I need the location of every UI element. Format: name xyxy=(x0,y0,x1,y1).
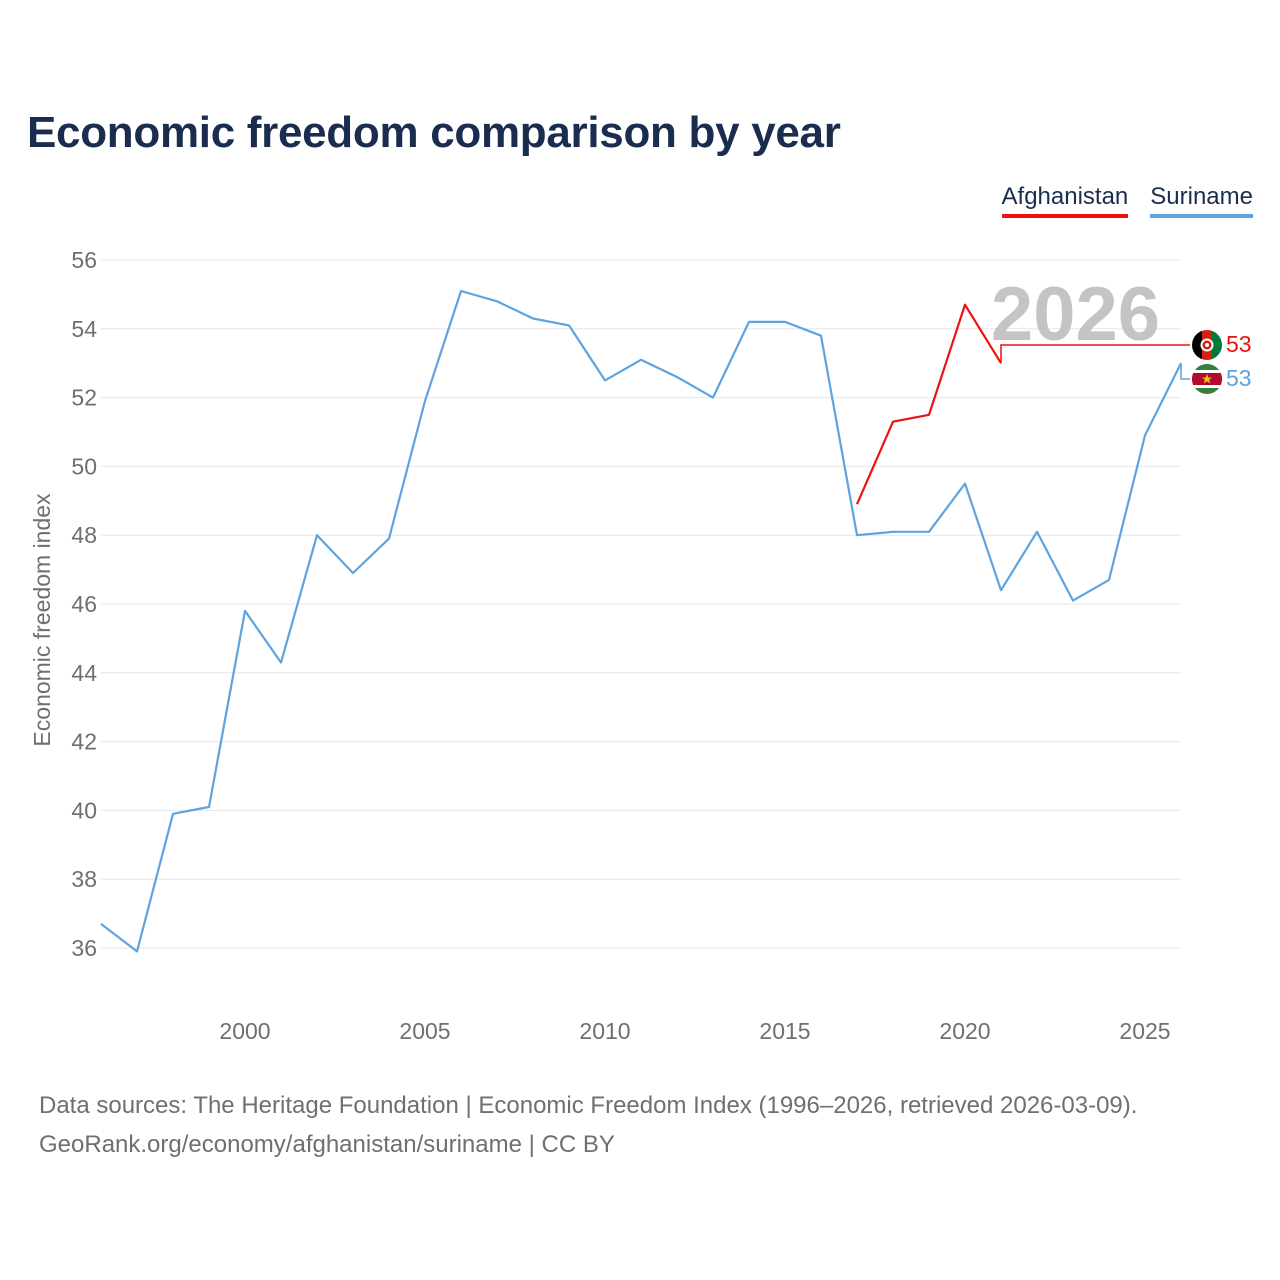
data-point-suriname-2003[interactable] xyxy=(349,569,357,577)
afghanistan-flag-icon xyxy=(1192,330,1222,360)
grid-layer xyxy=(101,259,1181,949)
series-line-suriname[interactable] xyxy=(100,289,1182,953)
afghanistan-leader-line xyxy=(1000,344,1190,364)
data-point-suriname-2016[interactable] xyxy=(817,332,825,340)
y-tick-labels: 36 38 40 42 44 46 48 50 52 54 56 xyxy=(71,247,97,961)
suriname-end-label: 53 xyxy=(1226,365,1252,391)
data-point-afghanistan-2017[interactable] xyxy=(853,500,861,508)
data-point-suriname-2014[interactable] xyxy=(745,318,753,326)
data-point-suriname-2001[interactable] xyxy=(277,658,285,666)
data-point-suriname-2006[interactable] xyxy=(457,287,465,295)
series-layer xyxy=(97,287,1182,955)
data-point-suriname-2024[interactable] xyxy=(1105,576,1113,584)
legend: Afghanistan Suriname xyxy=(1001,183,1253,218)
data-point-suriname-2009[interactable] xyxy=(565,321,573,329)
data-point-suriname-2020[interactable] xyxy=(961,480,969,488)
data-point-suriname-1997[interactable] xyxy=(133,947,141,955)
y-tick-label-52: 52 xyxy=(71,385,97,411)
footer-sources: Data sources: The Heritage Foundation | … xyxy=(39,1092,1138,1119)
data-point-suriname-2012[interactable] xyxy=(673,373,681,381)
x-tick-label-2010: 2010 xyxy=(579,1018,630,1044)
data-point-suriname-1998[interactable] xyxy=(169,810,177,818)
y-tick-label-36: 36 xyxy=(71,935,97,961)
y-tick-label-48: 48 xyxy=(71,522,97,548)
data-point-afghanistan-2018[interactable] xyxy=(889,418,897,426)
footer: Data sources: The Heritage Foundation | … xyxy=(39,1086,1137,1164)
data-point-suriname-2008[interactable] xyxy=(529,314,537,322)
y-tick-label-56: 56 xyxy=(71,247,97,273)
x-tick-label-2025: 2025 xyxy=(1119,1018,1170,1044)
data-point-suriname-2015[interactable] xyxy=(781,318,789,326)
data-point-suriname-2018[interactable] xyxy=(889,528,897,536)
chart-title: Economic freedom comparison by year xyxy=(27,108,841,157)
data-point-suriname-2010[interactable] xyxy=(601,376,609,384)
suriname-leader-line xyxy=(1180,363,1190,380)
y-tick-label-44: 44 xyxy=(71,660,97,686)
y-tick-label-38: 38 xyxy=(71,866,97,892)
data-point-suriname-2023[interactable] xyxy=(1069,597,1077,605)
data-point-suriname-2025[interactable] xyxy=(1141,431,1149,439)
suriname-flag-icon xyxy=(1192,364,1222,394)
y-tick-label-40: 40 xyxy=(71,797,97,823)
data-point-suriname-2022[interactable] xyxy=(1033,528,1041,536)
data-point-suriname-2019[interactable] xyxy=(925,528,933,536)
data-point-suriname-2004[interactable] xyxy=(385,535,393,543)
data-point-suriname-2021[interactable] xyxy=(997,586,1005,594)
data-point-suriname-2017[interactable] xyxy=(853,531,861,539)
y-tick-label-42: 42 xyxy=(71,729,97,755)
x-tick-labels: 2000 2005 2010 2015 2020 2025 xyxy=(219,1018,1170,1044)
data-point-suriname-2002[interactable] xyxy=(313,531,321,539)
series-line-afghanistan[interactable] xyxy=(855,303,1002,505)
x-tick-label-2000: 2000 xyxy=(219,1018,270,1044)
data-point-suriname-2005[interactable] xyxy=(421,397,429,405)
y-tick-label-50: 50 xyxy=(71,453,97,479)
data-point-afghanistan-2020[interactable] xyxy=(961,301,969,309)
data-point-suriname-2000[interactable] xyxy=(241,607,249,615)
x-tick-label-2015: 2015 xyxy=(759,1018,810,1044)
end-labels: 53 53 xyxy=(1000,330,1252,394)
data-point-suriname-2013[interactable] xyxy=(709,394,717,402)
y-axis-label: Economic freedom index xyxy=(29,493,55,747)
legend-item-afghanistan[interactable]: Afghanistan xyxy=(1001,183,1129,218)
data-point-afghanistan-2019[interactable] xyxy=(925,411,933,419)
year-watermark: 2026 xyxy=(991,272,1160,357)
y-tick-label-54: 54 xyxy=(71,316,97,342)
afghanistan-end-label: 53 xyxy=(1226,331,1252,357)
legend-item-suriname[interactable]: Suriname xyxy=(1150,183,1253,218)
data-point-suriname-2007[interactable] xyxy=(493,297,501,305)
data-point-suriname-1999[interactable] xyxy=(205,803,213,811)
data-point-suriname-1996[interactable] xyxy=(97,920,105,928)
footer-link[interactable]: GeoRank.org/economy/afghanistan/suriname… xyxy=(39,1131,615,1158)
y-tick-label-46: 46 xyxy=(71,591,97,617)
data-point-suriname-2011[interactable] xyxy=(637,356,645,364)
x-tick-label-2020: 2020 xyxy=(939,1018,990,1044)
x-tick-label-2005: 2005 xyxy=(399,1018,450,1044)
